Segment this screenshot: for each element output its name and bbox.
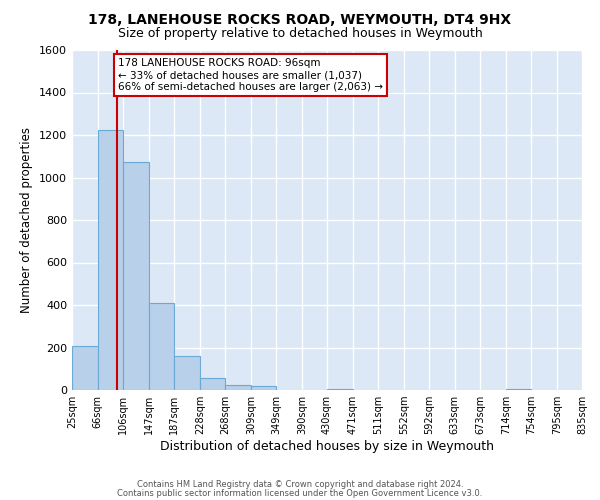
Bar [327,389,353,390]
Text: Contains HM Land Registry data © Crown copyright and database right 2024.: Contains HM Land Registry data © Crown c… [137,480,463,489]
Bar [174,356,200,390]
Text: 178, LANEHOUSE ROCKS ROAD, WEYMOUTH, DT4 9HX: 178, LANEHOUSE ROCKS ROAD, WEYMOUTH, DT4… [88,12,512,26]
Y-axis label: Number of detached properties: Number of detached properties [20,127,34,313]
X-axis label: Distribution of detached houses by size in Weymouth: Distribution of detached houses by size … [160,440,494,453]
Text: Contains public sector information licensed under the Open Government Licence v3: Contains public sector information licen… [118,488,482,498]
Bar [123,162,149,390]
Bar [72,346,98,390]
Text: 178 LANEHOUSE ROCKS ROAD: 96sqm
← 33% of detached houses are smaller (1,037)
66%: 178 LANEHOUSE ROCKS ROAD: 96sqm ← 33% of… [118,58,383,92]
Bar [225,384,251,390]
Text: Size of property relative to detached houses in Weymouth: Size of property relative to detached ho… [118,28,482,40]
Bar [200,378,225,390]
Bar [149,303,174,390]
Bar [506,389,531,390]
Bar [98,130,123,390]
Bar [251,386,276,390]
